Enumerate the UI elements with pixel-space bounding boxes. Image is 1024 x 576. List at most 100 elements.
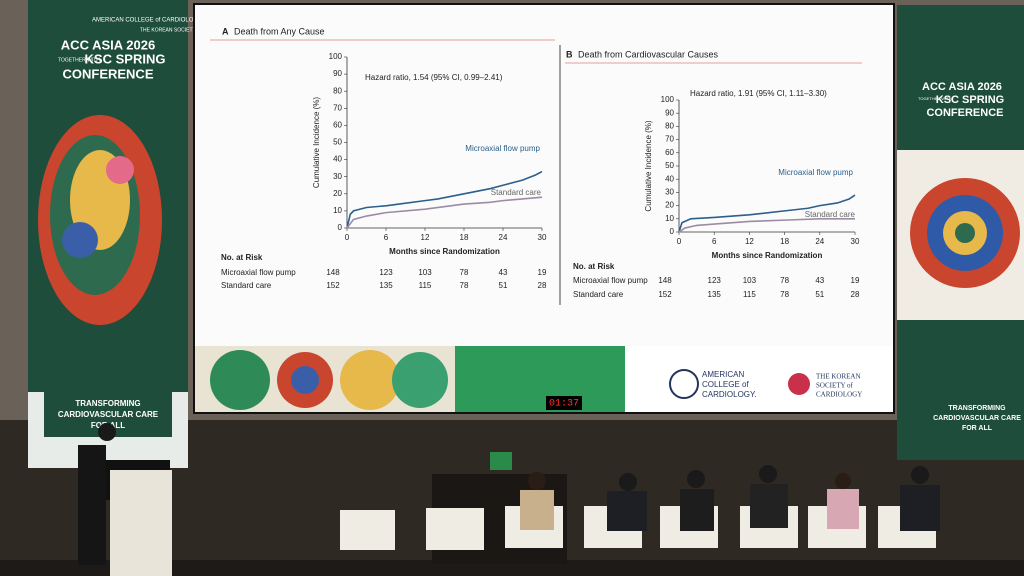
timer: 01:37 [549,399,579,410]
stage-floor [0,560,1024,576]
risk-count: 152 [658,290,672,299]
series-label: Standard care [491,188,542,197]
risk-count: 135 [708,290,722,299]
logo-text: CARDIOLOGY. [702,390,757,399]
x-tick-label: 12 [745,237,754,246]
banner-title: KSC SPRING [85,51,166,66]
risk-count: 78 [460,281,469,290]
banner-title: CONFERENCE [62,66,153,81]
banner-tagline: FOR ALL [962,425,993,432]
risk-count: 103 [743,276,757,285]
x-tick-label: 0 [677,237,682,246]
banner-title: KSC SPRING [936,94,1004,106]
risk-row-name: Microaxial flow pump [573,276,648,285]
slide-footer-art [195,346,893,412]
banner-org: AMERICAN COLLEGE of CARDIOLOGY [92,18,202,24]
risk-count: 28 [851,290,860,299]
panel-letter: A [222,26,229,36]
x-tick-label: 24 [815,237,824,246]
banner-title: ACC ASIA 2026 [922,81,1002,93]
risk-count: 123 [708,276,722,285]
annotation: Hazard ratio, 1.91 (95% CI, 1.11–3.30) [690,89,827,98]
y-tick-label: 40 [665,174,674,183]
y-tick-label: 30 [665,188,674,197]
y-tick-label: 80 [665,122,674,131]
x-tick-label: 18 [460,233,469,242]
x-tick-label: 24 [499,233,508,242]
x-tick-label: 30 [851,237,860,246]
banner-tagline: TRANSFORMING [948,405,1006,412]
logo-text: CARDIOLOGY [816,391,862,399]
y-tick-label: 70 [665,135,674,144]
risk-count: 148 [658,276,672,285]
y-tick-label: 20 [333,189,342,198]
y-tick-label: 40 [333,155,342,164]
y-tick-label: 100 [661,95,675,104]
stage-props [78,423,940,576]
logo-text: COLLEGE of [702,380,749,389]
x-tick-label: 0 [345,233,350,242]
risk-count: 78 [780,290,789,299]
y-axis-label: Cumulative Incidence (%) [644,120,653,211]
x-axis-label: Months since Randomization [389,247,500,256]
risk-count: 78 [780,276,789,285]
x-tick-label: 18 [780,237,789,246]
x-axis-label: Months since Randomization [712,251,823,260]
panel-letter: B [566,49,573,59]
risk-count: 19 [538,268,547,277]
risk-count: 148 [326,268,340,277]
y-tick-label: 90 [665,108,674,117]
risk-title: No. at Risk [221,253,263,262]
y-tick-label: 70 [333,103,342,112]
risk-row-name: Microaxial flow pump [221,268,296,277]
banner-title: ACC ASIA 2026 [61,37,155,52]
risk-count: 51 [499,281,508,290]
risk-count: 135 [379,281,393,290]
x-tick-label: 6 [712,237,717,246]
y-tick-label: 0 [670,227,675,236]
risk-title: No. at Risk [573,262,615,271]
y-tick-label: 30 [333,172,342,181]
risk-count: 43 [815,276,824,285]
series-label: Microaxial flow pump [465,144,540,153]
y-tick-label: 50 [333,138,342,147]
risk-row-name: Standard care [221,281,272,290]
risk-count: 123 [379,268,393,277]
series-line [346,170,543,229]
series-label: Standard care [805,210,856,219]
y-tick-label: 60 [333,121,342,130]
y-tick-label: 0 [338,223,343,232]
y-tick-label: 10 [333,206,342,215]
banner-org: THE KOREAN SOCIETY of CARDIOLOGY [140,27,237,33]
logo-text: AMERICAN [702,370,744,379]
banner-tagline: TRANSFORMING [75,399,140,408]
risk-count: 103 [418,268,432,277]
banner-title: CONFERENCE [926,107,1003,119]
risk-count: 51 [815,290,824,299]
risk-count: 43 [499,268,508,277]
risk-count: 115 [743,290,756,299]
y-tick-label: 20 [665,201,674,210]
x-tick-label: 12 [421,233,430,242]
chart-title: Death from Any Cause [234,26,325,36]
y-tick-label: 90 [333,69,342,78]
y-axis-label: Cumulative Incidence (%) [312,97,321,188]
series-line [678,218,855,233]
y-tick-label: 50 [665,161,674,170]
heart-art [38,115,162,325]
banner-together: TOGETHER WITH [58,57,100,63]
chart-title: Death from Cardiovascular Causes [578,49,719,59]
y-tick-label: 100 [329,52,343,61]
y-tick-label: 80 [333,86,342,95]
series-label: Microaxial flow pump [778,168,853,177]
logo-text: SOCIETY of [816,382,854,390]
logo-text: THE KOREAN [816,373,861,381]
risk-count: 28 [538,281,547,290]
banner-tagline: CARDIOVASCULAR CARE [58,410,159,419]
annotation: Hazard ratio, 1.54 (95% CI, 0.99–2.41) [365,73,503,82]
risk-count: 19 [851,276,860,285]
x-tick-label: 30 [538,233,547,242]
x-tick-label: 6 [384,233,389,242]
